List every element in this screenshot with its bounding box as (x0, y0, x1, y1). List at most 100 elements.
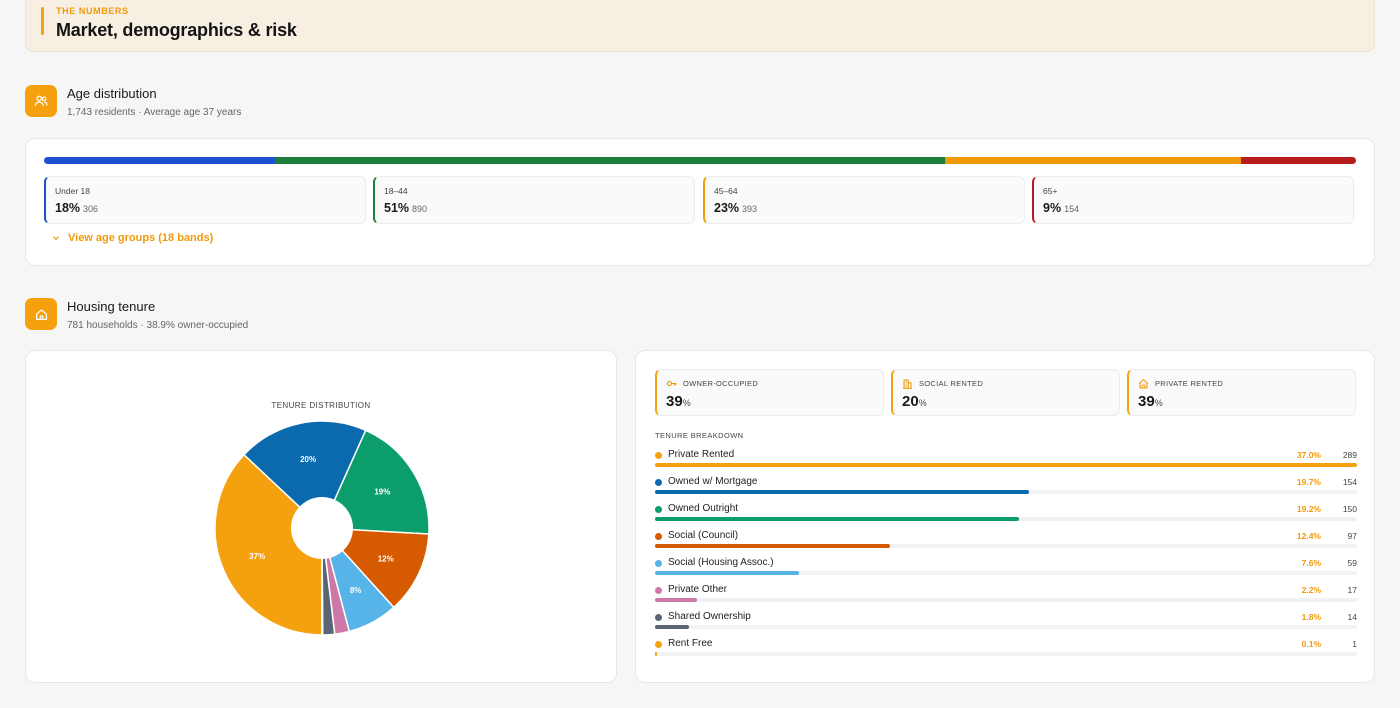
tenure-row: Social (Housing Assoc.) 7.6% 59 (655, 556, 1357, 583)
age-bar-segment (274, 157, 946, 164)
age-tile-count: 306 (83, 204, 99, 214)
tenure-name: Social (Housing Assoc.) (668, 557, 774, 568)
tenure-percent: 7.6% (1301, 558, 1321, 568)
donut-hole (291, 497, 353, 559)
tenure-row: Owned w/ Mortgage 19.7% 154 (655, 475, 1357, 502)
house-rent-icon (1138, 379, 1149, 389)
section-header: THE NUMBERS Market, demographics & risk (25, 0, 1375, 52)
tenure-row: Private Other 2.2% 17 (655, 583, 1357, 610)
age-tile-18-44: 18–44 51% 890 (373, 176, 695, 224)
page-title: Market, demographics & risk (56, 20, 297, 40)
tenure-breakdown-title: TENURE BREAKDOWN (655, 431, 744, 440)
section-kicker: THE NUMBERS (56, 6, 129, 16)
age-tile-pct: 23% (714, 201, 740, 215)
tenure-bar-track (655, 652, 1357, 656)
age-tile-count: 154 (1064, 204, 1080, 214)
age-stacked-bar (44, 157, 1356, 164)
tenure-bar-fill (655, 490, 1029, 494)
tenure-bar-fill (655, 544, 891, 548)
tenure-bar-track (655, 463, 1357, 467)
age-tile-45-64: 45–64 23% 393 (703, 176, 1025, 224)
age-tile-pct: 18% (55, 201, 81, 215)
tenure-bar-fill (655, 571, 800, 575)
tenure-name: Shared Ownership (668, 611, 751, 622)
tenure-name: Rent Free (668, 638, 713, 649)
legend-swatch (655, 533, 662, 540)
legend-swatch (655, 560, 662, 567)
age-tile-under-18: Under 18 18% 306 (44, 176, 366, 224)
tenure-name: Owned Outright (668, 503, 739, 514)
age-bar-segment (44, 157, 275, 164)
stat-owner-occupied: OWNER-OCCUPIED 39% (655, 369, 884, 416)
age-tile-pct: 9% (1043, 201, 1062, 215)
tenure-pie-chart: 37% 20% 19% 12% 8% (214, 420, 430, 636)
tenure-bar-fill (655, 517, 1020, 521)
view-age-groups-label: View age groups (18 bands) (68, 232, 214, 244)
pie-slice-label: 37% (249, 552, 265, 561)
tenure-row: Shared Ownership 1.8% 14 (655, 610, 1357, 637)
age-bar-segment (945, 157, 1241, 164)
tenure-name: Owned w/ Mortgage (668, 476, 758, 487)
pie-slice-label: 20% (300, 455, 316, 464)
legend-swatch (655, 587, 662, 594)
tenure-count: 14 (1347, 612, 1357, 622)
pie-slice[interactable] (242, 420, 367, 530)
stat-unit: % (1154, 398, 1163, 408)
tenure-count: 59 (1347, 558, 1357, 568)
age-section-title: Age distribution (67, 86, 157, 101)
chart-title: TENURE DISTRIBUTION (271, 401, 371, 410)
stat-unit: % (682, 398, 691, 408)
stat-value: 39 (666, 393, 683, 410)
tenure-bar-track (655, 625, 1357, 629)
tenure-percent: 19.2% (1296, 504, 1321, 514)
tenure-row: Rent Free 0.1% 1 (655, 637, 1357, 664)
age-tile-label: 65+ (1043, 186, 1058, 196)
key-icon (666, 380, 677, 387)
pie-slice[interactable] (214, 453, 323, 636)
tenure-row: Social (Council) 12.4% 97 (655, 529, 1357, 556)
view-age-groups-button[interactable]: View age groups (18 bands) (52, 232, 213, 244)
tenure-row: Owned Outright 19.2% 150 (655, 502, 1357, 529)
pie-slice[interactable] (320, 429, 430, 535)
tenure-name: Private Other (668, 584, 727, 595)
building-icon (903, 379, 912, 389)
pie-slice-label: 19% (374, 487, 390, 496)
tenure-percent: 12.4% (1296, 531, 1321, 541)
stat-value: 20 (902, 393, 919, 410)
tenure-percent: 1.8% (1301, 612, 1321, 622)
stat-label: OWNER-OCCUPIED (683, 379, 759, 388)
tenure-pie-card: TENURE DISTRIBUTION 37% 20% 19% 12% 8% (25, 350, 617, 683)
tenure-percent: 2.2% (1301, 585, 1321, 595)
stat-value: 39 (1138, 393, 1155, 410)
tenure-bar-track (655, 598, 1357, 602)
legend-swatch (655, 506, 662, 513)
tenure-count: 97 (1347, 531, 1357, 541)
tenure-bar-track (655, 544, 1357, 548)
tenure-breakdown-card: OWNER-OCCUPIED 39% SOCIAL RENTED 20% PRI… (635, 350, 1375, 683)
stat-social-rented: SOCIAL RENTED 20% (891, 369, 1120, 416)
pie-slice-label: 12% (378, 554, 394, 563)
pie-slice[interactable] (320, 527, 430, 609)
tenure-bar-fill (655, 625, 690, 629)
age-tile-count: 890 (412, 204, 428, 214)
tenure-count: 17 (1347, 585, 1357, 595)
stat-label: PRIVATE RENTED (1155, 379, 1224, 388)
tenure-name: Private Rented (668, 449, 735, 460)
home-icon (25, 298, 57, 330)
tenure-bar-track (655, 571, 1357, 575)
stat-label: SOCIAL RENTED (919, 379, 984, 388)
tenure-percent: 0.1% (1301, 639, 1321, 649)
chevron-down-icon (53, 236, 59, 241)
legend-swatch (655, 452, 662, 459)
tenure-percent: 37.0% (1296, 450, 1321, 460)
pie-slice-label: 8% (350, 586, 362, 595)
tenure-bar-fill (655, 463, 1357, 467)
legend-swatch (655, 641, 662, 648)
age-tile-label: 45–64 (714, 186, 738, 196)
stat-unit: % (918, 398, 927, 408)
age-tile-label: 18–44 (384, 186, 408, 196)
age-card: Under 18 18% 306 18–44 51% 890 45–64 23% 39… (25, 138, 1375, 266)
tenure-bar-track (655, 490, 1357, 494)
legend-swatch (655, 614, 662, 621)
tenure-percent: 19.7% (1296, 477, 1321, 487)
